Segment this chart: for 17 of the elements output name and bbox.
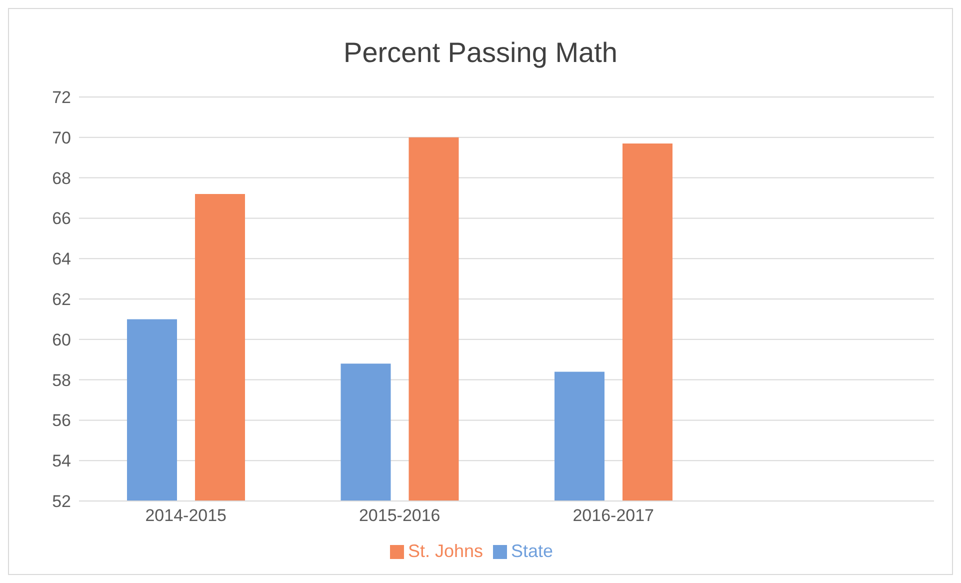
x-tick-label: 2014-2015 bbox=[145, 506, 227, 526]
y-tick-label: 52 bbox=[52, 492, 71, 512]
x-tick-label: 2016-2017 bbox=[572, 506, 654, 526]
y-tick-label: 72 bbox=[52, 88, 71, 108]
legend-label: State bbox=[511, 541, 554, 561]
y-tick-label: 64 bbox=[52, 250, 71, 269]
y-tick-label: 56 bbox=[52, 411, 71, 430]
y-tick-label: 68 bbox=[52, 168, 71, 188]
chart-title: Percent Passing Math bbox=[342, 37, 618, 70]
x-tick-label: 2015-2016 bbox=[358, 506, 440, 526]
legend-label: St. Johns bbox=[408, 541, 483, 561]
y-tick-label: 60 bbox=[52, 330, 71, 350]
y-tick-label: 58 bbox=[52, 370, 71, 390]
y-tick-label: 54 bbox=[52, 452, 71, 471]
y-tick-label: 66 bbox=[52, 209, 71, 228]
y-tick-label: 70 bbox=[52, 128, 71, 148]
y-tick-label: 62 bbox=[52, 290, 71, 310]
